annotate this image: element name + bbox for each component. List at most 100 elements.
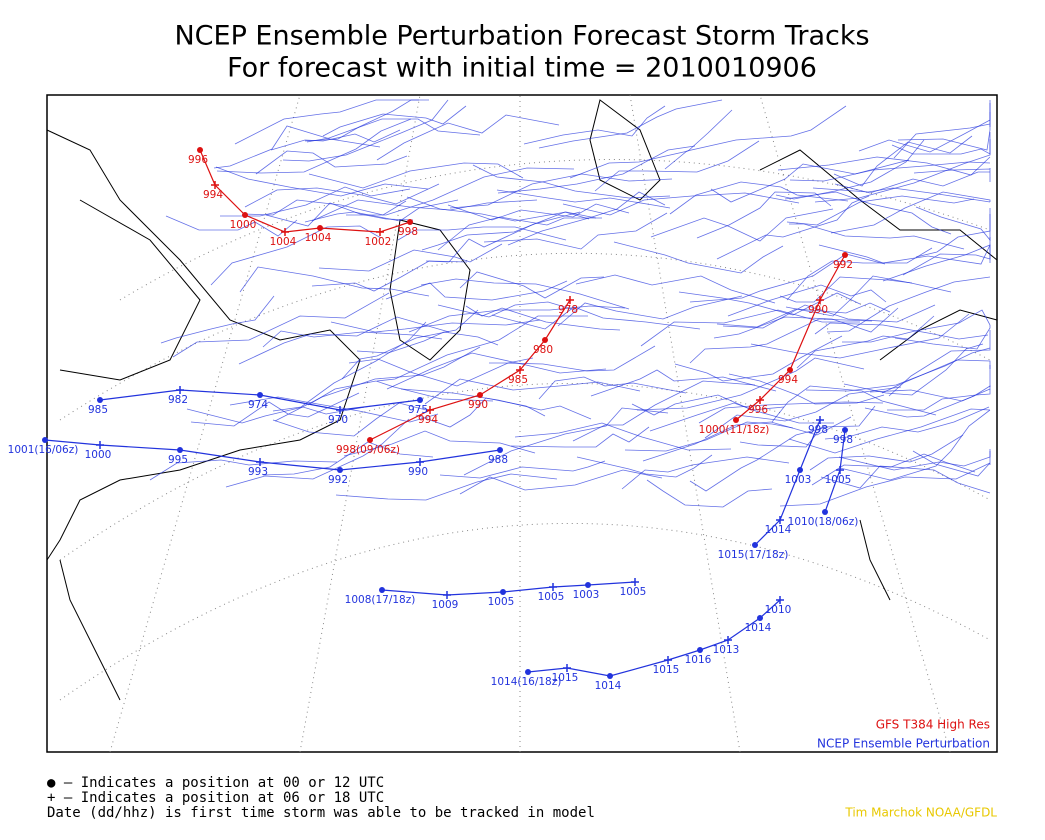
track-line: [590, 369, 777, 397]
track-line: [864, 385, 991, 418]
track-line: [386, 352, 607, 390]
track-line: [307, 380, 494, 406]
track-line: [527, 599, 781, 677]
track-line: [496, 189, 671, 209]
track-line: [229, 396, 439, 423]
track-line: [523, 105, 666, 145]
map-area: 1014(16/18z)1015101410151016101310141010…: [8, 94, 998, 753]
legend-line: + – Indicates a position at 06 or 18 UTC: [47, 790, 384, 806]
pressure-label: 996: [188, 154, 208, 166]
track-line: [459, 271, 605, 299]
track-line: [311, 199, 538, 222]
track-line: [788, 408, 991, 454]
track-point: [697, 647, 703, 653]
ensemble-label: NCEP Ensemble Perturbation: [817, 737, 990, 751]
track-line: [244, 183, 440, 208]
track-point: [176, 386, 184, 394]
pressure-label: 975: [408, 404, 428, 416]
track-line: [789, 223, 965, 250]
track-point: [337, 467, 343, 473]
track-line: [311, 260, 468, 292]
pressure-label: 1003: [573, 589, 600, 601]
pressure-label: 1004: [305, 232, 332, 244]
credit: Tim Marchok NOAA/GFDL: [844, 806, 997, 820]
pressure-label: 1015(17/18z): [718, 549, 789, 561]
track-line: [689, 426, 828, 492]
track-line: [425, 211, 581, 263]
track-line: [696, 191, 832, 239]
track-point: [497, 447, 503, 453]
track-point: [563, 664, 571, 672]
track-point: [787, 367, 793, 373]
track-line: [381, 581, 636, 596]
pressure-label: 1005: [620, 586, 647, 598]
track-line: [322, 105, 467, 137]
track-line: [385, 280, 568, 301]
track-line: [569, 109, 733, 179]
pressure-label: 1014(16/18z): [491, 676, 562, 688]
track-line: [160, 295, 275, 344]
track-line: [282, 99, 449, 162]
track-line: [213, 125, 381, 169]
pressure-label: 1004: [270, 236, 297, 248]
track-line: [826, 276, 991, 333]
track-line: [750, 313, 970, 359]
pressure-label: 1008(17/18z): [345, 594, 416, 606]
track-line: [814, 322, 989, 340]
track-line: [272, 402, 431, 437]
track-line: [631, 394, 785, 416]
pressure-label: 1000: [85, 449, 112, 461]
track-line: [830, 191, 991, 234]
track-line: [881, 359, 991, 394]
pressure-label: 1001(16/06z): [8, 444, 79, 456]
track-line: [397, 226, 567, 241]
track-point: [256, 458, 264, 466]
track-point: [756, 396, 764, 404]
track-line: [779, 462, 991, 507]
track-line: [814, 132, 991, 203]
track-line: [406, 196, 597, 222]
track-line: [262, 330, 443, 348]
track-line: [356, 331, 499, 354]
track-line: [190, 392, 360, 427]
track-point: [379, 587, 385, 593]
track-line: [664, 105, 847, 170]
pressure-label: 985: [508, 374, 528, 386]
track-point: [776, 596, 784, 604]
track-line: [716, 195, 870, 260]
track-line: [343, 430, 536, 457]
track-point: [776, 516, 784, 524]
track-line: [308, 162, 524, 189]
track-line: [437, 301, 576, 318]
track-line: [728, 373, 885, 405]
track-line: [234, 99, 419, 145]
track-line: [239, 266, 430, 297]
track-point: [525, 669, 531, 675]
track-point: [822, 509, 828, 515]
track-line: [459, 469, 663, 495]
track-line: [376, 315, 588, 382]
track-line: [704, 386, 902, 439]
track-line: [255, 150, 408, 175]
track-line: [739, 405, 876, 448]
track-point: [585, 582, 591, 588]
pressure-label: 1000: [230, 219, 257, 231]
track-line: [649, 402, 834, 432]
storm-tracks: 1014(16/18z)1015101410151016101310141010…: [8, 147, 858, 692]
track-line: [424, 378, 641, 405]
pressure-label: 1009: [432, 599, 459, 611]
subtitle: For forecast with initial time = 2010010…: [227, 53, 817, 84]
track-line: [265, 202, 414, 227]
track-point: [281, 228, 289, 236]
track-line: [449, 173, 673, 209]
track-line: [346, 167, 575, 216]
legend-line: ● – Indicates a position at 00 or 12 UTC: [47, 775, 384, 791]
pressure-label: 998: [833, 434, 853, 446]
track-line: [420, 278, 630, 310]
track-line: [812, 187, 991, 203]
track-line: [572, 380, 756, 442]
track-line: [811, 453, 976, 486]
track-line: [274, 346, 481, 422]
